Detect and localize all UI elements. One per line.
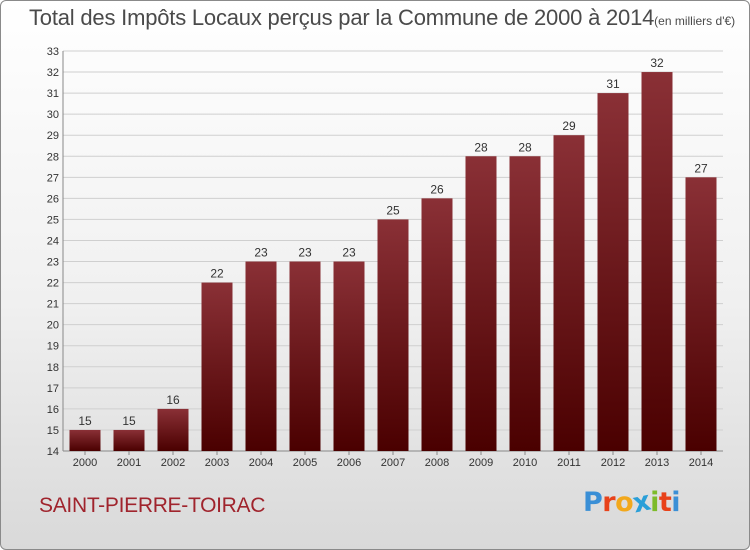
y-tick-label: 29: [47, 130, 59, 142]
bar-2012: [597, 93, 629, 452]
chart-title: Total des Impôts Locaux perçus par la Co…: [29, 5, 735, 31]
x-tick-label-2009: 2009: [469, 457, 493, 469]
value-label-2005: 23: [298, 246, 312, 260]
bar-2008: [421, 198, 453, 451]
chart-unit: (en milliers d'€): [654, 14, 736, 28]
x-tick-label-2006: 2006: [337, 457, 361, 469]
labels: 14 15 16 17 18 19 20 21 22 23 24 25 26 27 28 29 30 31 32 33…: [47, 46, 713, 469]
value-label-2009: 28: [474, 140, 488, 154]
y-tick-label: 17: [47, 383, 59, 395]
y-tick-label: 24: [47, 235, 59, 247]
bars: [69, 72, 717, 452]
y-tick-label: 19: [47, 341, 59, 353]
x-tick-label-2003: 2003: [205, 457, 229, 469]
value-label-2012: 31: [606, 77, 620, 91]
y-tick-label: 15: [47, 425, 59, 437]
x-tick-label-2011: 2011: [557, 457, 581, 469]
logo-letter: o: [615, 487, 634, 518]
y-tick-label: 26: [47, 193, 59, 205]
chart-title-text: Total des Impôts Locaux perçus par la Co…: [29, 5, 655, 30]
y-tick-label: 25: [47, 214, 59, 226]
x-tick-label-2013: 2013: [645, 457, 669, 469]
y-tick-label: 23: [47, 257, 59, 269]
y-tick-label: 28: [47, 151, 59, 163]
x-tick-label-2012: 2012: [601, 457, 625, 469]
bar-2010: [509, 156, 541, 451]
y-tick-label: 22: [47, 278, 59, 290]
y-tick-label: 31: [47, 88, 59, 100]
y-tick-label: 18: [47, 362, 59, 374]
value-label-2010: 28: [518, 140, 532, 154]
x-tick-label-2001: 2001: [117, 457, 141, 469]
x-tick-label-2004: 2004: [249, 457, 273, 469]
value-label-2006: 23: [342, 246, 356, 260]
x-tick-label-2007: 2007: [381, 457, 405, 469]
y-tick-label: 27: [47, 172, 59, 184]
y-tick-label: 33: [47, 46, 59, 58]
bar-2007: [377, 219, 409, 451]
value-label-2007: 25: [386, 203, 400, 217]
bar-2014: [685, 177, 717, 451]
y-tick-label: 21: [47, 299, 59, 311]
x-tick-label-2014: 2014: [689, 457, 713, 469]
bar-2005: [289, 261, 321, 451]
x-tick-label-2008: 2008: [425, 457, 449, 469]
bar-2001: [113, 429, 145, 451]
proxiti-logo: Proxiti: [583, 486, 681, 520]
logo-letter: P: [583, 487, 603, 518]
bar-2013: [641, 72, 673, 451]
bar-2003: [201, 282, 233, 451]
bar-2002: [157, 408, 189, 451]
logo-letter: t: [658, 487, 672, 518]
value-label-2013: 32: [650, 56, 664, 70]
value-label-2003: 22: [210, 267, 224, 281]
bar-2004: [245, 261, 277, 451]
logo-letter: i: [671, 487, 681, 518]
value-label-2008: 26: [430, 182, 444, 196]
y-tick-label: 20: [47, 320, 59, 332]
value-label-2011: 29: [562, 119, 576, 133]
bar-2011: [553, 135, 585, 452]
x-tick-label-2002: 2002: [161, 457, 185, 469]
y-tick-label: 30: [47, 109, 59, 121]
value-label-2001: 15: [122, 414, 136, 428]
bar-2009: [465, 156, 497, 451]
y-tick-label: 32: [47, 67, 59, 79]
x-tick-label-2010: 2010: [513, 457, 537, 469]
value-label-2014: 27: [694, 161, 708, 175]
logo-letter: i: [650, 487, 659, 518]
bar-2000: [69, 429, 101, 451]
y-tick-label: 16: [47, 404, 59, 416]
commune-name: SAINT-PIERRE-TOIRAC: [39, 494, 266, 517]
logo-letter: r: [602, 487, 616, 518]
y-tick-label: 14: [47, 446, 59, 458]
value-label-2002: 16: [166, 393, 180, 407]
x-tick-label-2005: 2005: [293, 457, 317, 469]
value-label-2004: 23: [254, 246, 268, 260]
bar-2006: [333, 261, 365, 451]
value-label-2000: 15: [78, 414, 92, 428]
x-tick-label-2000: 2000: [73, 457, 97, 469]
